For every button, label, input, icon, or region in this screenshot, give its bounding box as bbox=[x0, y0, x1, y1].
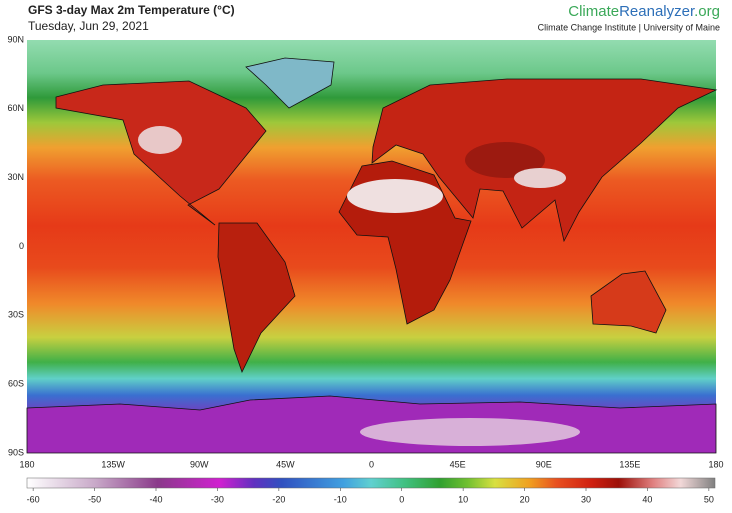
cold-spot bbox=[360, 418, 580, 446]
brand-part: .org bbox=[694, 3, 720, 20]
colorbar-tick-label: -10 bbox=[334, 494, 347, 504]
colorbar-tick-label: -30 bbox=[211, 494, 224, 504]
institute: Climate Change Institute | University of… bbox=[538, 22, 720, 32]
lon-label: 90E bbox=[536, 459, 552, 469]
colorbar-tick-label: 30 bbox=[581, 494, 591, 504]
colorbar-tick-label: 50 bbox=[704, 494, 714, 504]
colorbar-tick-label: -50 bbox=[88, 494, 101, 504]
brand-part: Climate bbox=[568, 3, 619, 20]
lat-label: 60N bbox=[7, 103, 24, 113]
colorbar-tick-label: 40 bbox=[642, 494, 652, 504]
colorbar-tick-label: 10 bbox=[458, 494, 468, 504]
brand-part: Reanalyzer bbox=[619, 3, 695, 20]
hot-spot bbox=[465, 142, 545, 178]
colorbar bbox=[26, 477, 716, 489]
title: GFS 3-day Max 2m Temperature (°C) bbox=[28, 3, 235, 17]
lat-label: 90S bbox=[8, 447, 24, 457]
lon-label: 45W bbox=[276, 459, 295, 469]
lat-label: 0 bbox=[19, 241, 24, 251]
lon-label: 45E bbox=[450, 459, 466, 469]
map bbox=[26, 40, 718, 454]
colorbar-tick-label: -60 bbox=[27, 494, 40, 504]
hot-spot bbox=[514, 168, 566, 188]
south-america bbox=[217, 222, 296, 374]
lon-label: 180 bbox=[19, 459, 34, 469]
lon-label: 0 bbox=[369, 459, 374, 469]
colorbar-tick-label: 0 bbox=[399, 494, 404, 504]
lon-label: 135W bbox=[101, 459, 125, 469]
colorbar-tick-label: -40 bbox=[149, 494, 162, 504]
lon-label: 135E bbox=[619, 459, 640, 469]
hot-spot bbox=[347, 179, 443, 213]
lat-label: 60S bbox=[8, 379, 24, 389]
brand: ClimateReanalyzer.org bbox=[568, 3, 720, 20]
lat-label: 30S bbox=[8, 310, 24, 320]
greenland bbox=[245, 57, 335, 109]
australia bbox=[590, 270, 667, 334]
hot-spot bbox=[138, 126, 182, 154]
subtitle: Tuesday, Jun 29, 2021 bbox=[28, 19, 149, 33]
lat-label: 90N bbox=[7, 34, 24, 44]
lon-label: 180 bbox=[708, 459, 723, 469]
lon-label: 90W bbox=[190, 459, 209, 469]
lat-label: 30N bbox=[7, 172, 24, 182]
colorbar-tick-label: 20 bbox=[520, 494, 530, 504]
colorbar-tick-label: -20 bbox=[272, 494, 285, 504]
